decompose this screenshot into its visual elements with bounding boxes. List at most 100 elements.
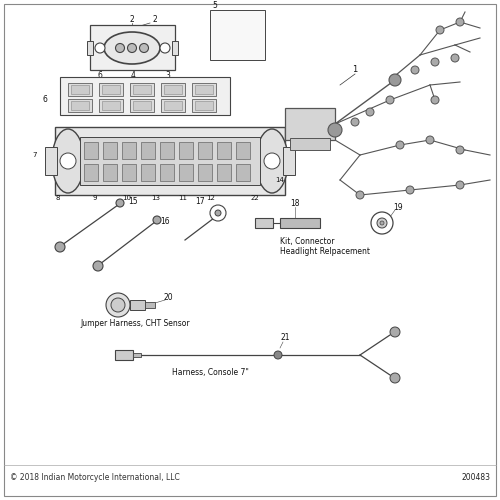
Bar bbox=[217, 142, 231, 159]
Circle shape bbox=[160, 43, 170, 53]
Bar bbox=[103, 164, 117, 181]
Circle shape bbox=[274, 351, 282, 359]
Ellipse shape bbox=[104, 32, 160, 64]
Circle shape bbox=[406, 186, 414, 194]
Bar bbox=[283, 147, 295, 175]
Circle shape bbox=[380, 221, 384, 225]
Circle shape bbox=[411, 66, 419, 74]
Bar bbox=[87, 41, 93, 55]
Ellipse shape bbox=[256, 129, 288, 193]
Bar bbox=[161, 83, 185, 96]
Text: © 2018 Indian Motorcycle International, LLC: © 2018 Indian Motorcycle International, … bbox=[10, 474, 180, 482]
Bar bbox=[141, 142, 155, 159]
Circle shape bbox=[116, 199, 124, 207]
Circle shape bbox=[264, 153, 280, 169]
Text: 20: 20 bbox=[163, 292, 173, 302]
Circle shape bbox=[215, 210, 221, 216]
Text: Kit, Connector
Headlight Relpacement: Kit, Connector Headlight Relpacement bbox=[280, 237, 370, 256]
Circle shape bbox=[93, 261, 103, 271]
Bar bbox=[285, 108, 335, 140]
Circle shape bbox=[371, 212, 393, 234]
Circle shape bbox=[210, 205, 226, 221]
Text: 200483: 200483 bbox=[461, 474, 490, 482]
Circle shape bbox=[396, 141, 404, 149]
Text: 13: 13 bbox=[152, 195, 160, 201]
Text: 22: 22 bbox=[250, 195, 260, 201]
Bar bbox=[60, 77, 230, 115]
Text: 14: 14 bbox=[276, 177, 284, 183]
Circle shape bbox=[116, 44, 124, 52]
Text: 6: 6 bbox=[42, 96, 48, 104]
Circle shape bbox=[351, 118, 359, 126]
Bar bbox=[55, 127, 285, 195]
Bar bbox=[195, 85, 213, 94]
Text: 21: 21 bbox=[280, 334, 290, 342]
Text: 6: 6 bbox=[98, 70, 102, 80]
Bar bbox=[236, 142, 250, 159]
Text: 16: 16 bbox=[160, 218, 170, 226]
Bar bbox=[210, 10, 265, 60]
Bar bbox=[195, 101, 213, 110]
Text: 3: 3 bbox=[166, 70, 170, 80]
Text: Jumper Harness, CHT Sensor: Jumper Harness, CHT Sensor bbox=[80, 319, 190, 328]
Bar bbox=[141, 164, 155, 181]
Bar bbox=[115, 350, 133, 360]
Bar bbox=[68, 99, 92, 112]
Text: 15: 15 bbox=[128, 198, 138, 206]
Circle shape bbox=[456, 18, 464, 26]
Text: 5: 5 bbox=[212, 2, 218, 11]
Text: 1: 1 bbox=[352, 66, 358, 74]
Bar bbox=[133, 353, 141, 357]
Bar bbox=[164, 101, 182, 110]
Bar bbox=[68, 83, 92, 96]
Bar bbox=[130, 99, 154, 112]
Bar bbox=[102, 101, 120, 110]
Circle shape bbox=[431, 96, 439, 104]
Bar bbox=[198, 142, 212, 159]
Text: 10: 10 bbox=[122, 195, 132, 201]
Bar bbox=[161, 99, 185, 112]
Circle shape bbox=[60, 153, 76, 169]
Circle shape bbox=[390, 373, 400, 383]
Bar bbox=[133, 101, 151, 110]
Bar bbox=[192, 83, 216, 96]
Bar bbox=[160, 164, 174, 181]
Text: 8: 8 bbox=[56, 195, 60, 201]
Circle shape bbox=[377, 218, 387, 228]
Circle shape bbox=[356, 191, 364, 199]
Circle shape bbox=[456, 146, 464, 154]
Bar bbox=[255, 218, 273, 228]
Circle shape bbox=[140, 44, 148, 52]
Circle shape bbox=[456, 181, 464, 189]
Bar bbox=[71, 85, 89, 94]
Circle shape bbox=[431, 58, 439, 66]
Bar bbox=[172, 41, 178, 55]
Bar bbox=[122, 164, 136, 181]
Circle shape bbox=[153, 216, 161, 224]
Bar bbox=[236, 164, 250, 181]
Text: 12: 12 bbox=[206, 195, 216, 201]
Bar bbox=[179, 142, 193, 159]
Circle shape bbox=[55, 242, 65, 252]
Bar bbox=[145, 302, 155, 308]
Text: 2: 2 bbox=[130, 16, 134, 24]
Circle shape bbox=[390, 327, 400, 337]
Text: 11: 11 bbox=[178, 195, 188, 201]
Bar bbox=[217, 164, 231, 181]
Bar bbox=[198, 164, 212, 181]
Circle shape bbox=[436, 26, 444, 34]
Bar bbox=[179, 164, 193, 181]
Circle shape bbox=[389, 74, 401, 86]
Circle shape bbox=[106, 293, 130, 317]
Circle shape bbox=[451, 54, 459, 62]
Bar bbox=[103, 142, 117, 159]
Text: 7: 7 bbox=[33, 152, 37, 158]
Ellipse shape bbox=[52, 129, 84, 193]
Circle shape bbox=[95, 43, 105, 53]
Bar bbox=[84, 142, 98, 159]
Bar bbox=[280, 218, 320, 228]
Text: 18: 18 bbox=[290, 200, 300, 208]
Bar bbox=[192, 99, 216, 112]
Circle shape bbox=[366, 108, 374, 116]
Bar bbox=[99, 99, 123, 112]
